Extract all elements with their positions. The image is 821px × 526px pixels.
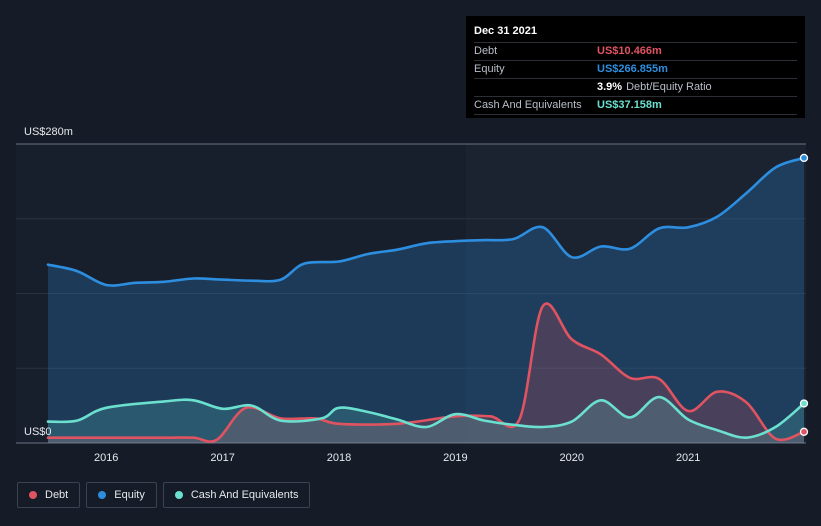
debt-end-marker <box>799 427 809 436</box>
debt-line <box>46 302 806 443</box>
legend-item-debt[interactable]: Debt <box>17 482 81 508</box>
tooltip-ratio-label: Debt/Equity Ratio <box>626 81 712 93</box>
cash-dot-icon <box>174 491 183 499</box>
tooltip-debt-label: Debt <box>474 45 498 57</box>
legend-label-debt: Debt <box>45 489 69 501</box>
x-axis-ticks: 2016 2017 2018 2019 2020 2021 <box>94 452 700 464</box>
series-lines <box>46 156 806 443</box>
equity-line <box>46 156 806 287</box>
tooltip-cash-row: Cash And Equivalents US$37.158m <box>474 96 797 115</box>
y-tick-top: US$280m <box>24 126 73 138</box>
tooltip-equity-value: US$266.855m <box>597 63 668 75</box>
cash-and-equivalents-end-marker <box>799 399 809 408</box>
legend: Debt Equity Cash And Equivalents <box>17 482 311 508</box>
legend-label-cash: Cash And Equivalents <box>190 489 299 501</box>
tooltip-equity-row: Equity US$266.855m <box>474 60 797 78</box>
x-tick-2017: 2017 <box>210 452 234 464</box>
tooltip-debt-row: Debt US$10.466m <box>474 42 797 60</box>
x-tick-2021: 2021 <box>676 452 700 464</box>
tooltip-cash-value: US$37.158m <box>597 99 662 111</box>
tooltip-date: Dec 31 2021 <box>474 25 537 37</box>
legend-item-equity[interactable]: Equity <box>86 482 157 508</box>
tooltip-ratio-value: 3.9% <box>597 81 623 93</box>
x-tick-2019: 2019 <box>443 452 467 464</box>
end-markers <box>799 153 809 436</box>
debt-dot-icon <box>29 491 37 499</box>
legend-label-equity: Equity <box>114 489 145 501</box>
tooltip-ratio-spacer <box>474 79 597 96</box>
tooltip-debt-value: US$10.466m <box>597 45 662 57</box>
equity-dot-icon <box>98 491 107 499</box>
tooltip-equity-label: Equity <box>474 63 505 75</box>
y-tick-bottom: US$0 <box>24 426 52 438</box>
x-tick-2016: 2016 <box>94 452 118 464</box>
gridlines <box>16 143 806 444</box>
cash-and-equivalents-line <box>46 395 806 440</box>
equity-area <box>48 157 804 443</box>
tooltip-cash-label: Cash And Equivalents <box>474 99 582 111</box>
legend-item-cash[interactable]: Cash And Equivalents <box>162 482 311 508</box>
x-tick-2018: 2018 <box>327 452 351 464</box>
tooltip-ratio-row: 3.9% Debt/Equity Ratio <box>474 78 797 96</box>
x-tick-2020: 2020 <box>560 452 584 464</box>
equity-end-marker <box>799 153 809 163</box>
tooltip: Dec 31 2021 Debt US$10.466m Equity US$26… <box>466 16 805 118</box>
